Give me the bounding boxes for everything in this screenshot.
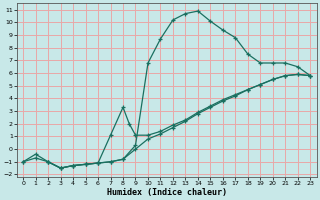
- X-axis label: Humidex (Indice chaleur): Humidex (Indice chaleur): [107, 188, 227, 197]
